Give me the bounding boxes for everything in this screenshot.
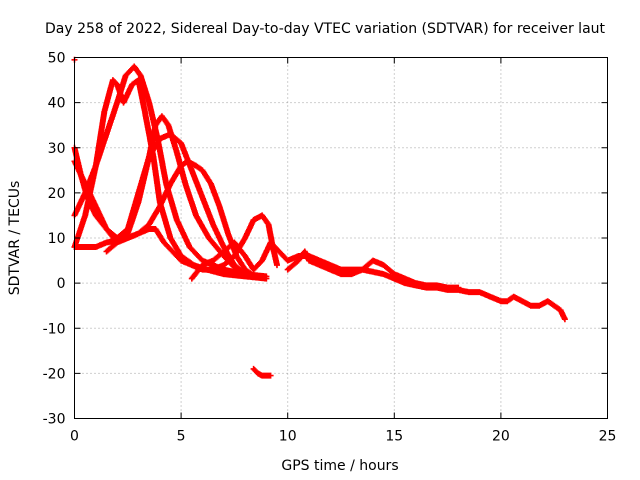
x-axis-label: GPS time / hours <box>281 458 398 474</box>
series-arc-9 <box>391 275 568 323</box>
x-tick-label: 0 <box>70 429 79 445</box>
x-tick-label: 20 <box>492 429 510 445</box>
grid-lines <box>74 57 608 419</box>
plot-frame <box>74 57 608 419</box>
x-tick-label: 5 <box>177 429 186 445</box>
x-tick-label: 10 <box>279 429 297 445</box>
x-tick-label: 25 <box>599 429 617 445</box>
x-tick-label: 15 <box>385 429 403 445</box>
y-tick-label: -30 <box>43 412 66 428</box>
data-points <box>71 56 568 379</box>
y-tick-label: 40 <box>48 96 66 112</box>
y-tick-label: 0 <box>57 276 66 292</box>
y-tick-label: 10 <box>48 231 66 247</box>
y-tick-label: -20 <box>43 366 66 382</box>
series-arc-7 <box>188 239 398 282</box>
y-tick-label: -10 <box>43 321 66 337</box>
axis-ticks: 0 5 10 15 20 25 -30 -20 -10 0 10 20 30 40 50 <box>43 51 617 445</box>
y-tick-label: 20 <box>48 186 66 202</box>
y-tick-label: 30 <box>48 141 66 157</box>
y-tick-label: 50 <box>48 51 66 67</box>
series-arc-10 <box>250 365 274 379</box>
chart-title: Day 258 of 2022, Sidereal Day-to-day VTE… <box>45 21 606 37</box>
y-axis-label: SDTVAR / TECUs <box>7 181 23 296</box>
